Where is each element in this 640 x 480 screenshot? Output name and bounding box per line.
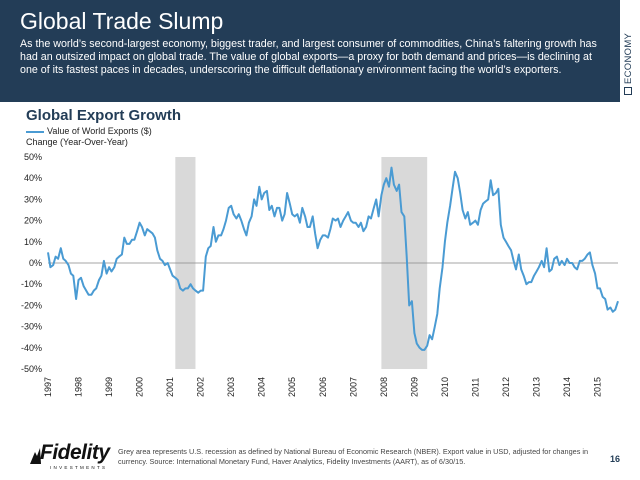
logo-mark-icon [30,448,41,464]
x-tick-label: 2010 [440,377,450,397]
y-tick-label: 0% [29,258,42,268]
y-axis-label: Change (Year-Over-Year) [26,137,128,147]
header-banner: Global Trade Slump As the world’s second… [0,0,640,102]
page-subtitle: As the world’s second-largest economy, b… [20,38,597,76]
y-tick-label: -50% [21,364,42,374]
x-tick-label: 2012 [501,377,511,397]
x-tick-label: 1997 [43,377,53,397]
x-tick-label: 2004 [257,377,267,397]
x-tick-label: 2015 [593,377,603,397]
x-tick-label: 2005 [287,377,297,397]
x-tick-label: 2013 [531,377,541,397]
section-tab[interactable] [620,0,640,102]
page-number: 16 [610,454,621,464]
legend-swatch [26,130,44,133]
logo-text: Fidelity [40,441,110,464]
x-tick-label: 1999 [104,377,114,397]
x-tick-label: 2001 [165,377,175,397]
y-tick-label: -30% [21,322,42,332]
x-tick-label: 2007 [348,377,358,397]
legend-label: Value of World Exports ($) [47,126,152,136]
y-tick-label: 30% [24,194,42,204]
x-tick-label: 2000 [135,377,145,397]
y-tick-label: 40% [24,173,42,183]
y-tick-label: 50% [24,152,42,162]
x-tick-label: 2008 [379,377,389,397]
y-tick-label: -20% [21,300,42,310]
x-tick-label: 2003 [226,377,236,397]
chart-legend: Value of World Exports ($) [26,126,152,136]
footnote: Grey area represents U.S. recession as d… [118,447,589,466]
y-tick-label: 20% [24,216,42,226]
export-growth-chart: 50%40%30%20%10%0%-10%-20%-30%-40%-50%199… [21,152,619,397]
y-tick-label: 10% [24,237,42,247]
fidelity-logo: Fidelity INVESTMENTS [28,441,110,472]
logo-subtext: INVESTMENTS [50,465,108,470]
chart-title: Global Export Growth [26,107,182,124]
y-tick-label: -10% [21,279,42,289]
x-tick-label: 2011 [470,378,480,397]
x-tick-label: 2009 [409,377,419,397]
x-tick-label: 2014 [562,377,572,397]
series-line [47,166,619,351]
x-tick-label: 1998 [74,377,84,397]
x-tick-label: 2002 [196,377,206,397]
y-tick-label: -40% [21,343,42,353]
page-title: Global Trade Slump [20,8,224,34]
x-tick-label: 2006 [318,377,328,397]
